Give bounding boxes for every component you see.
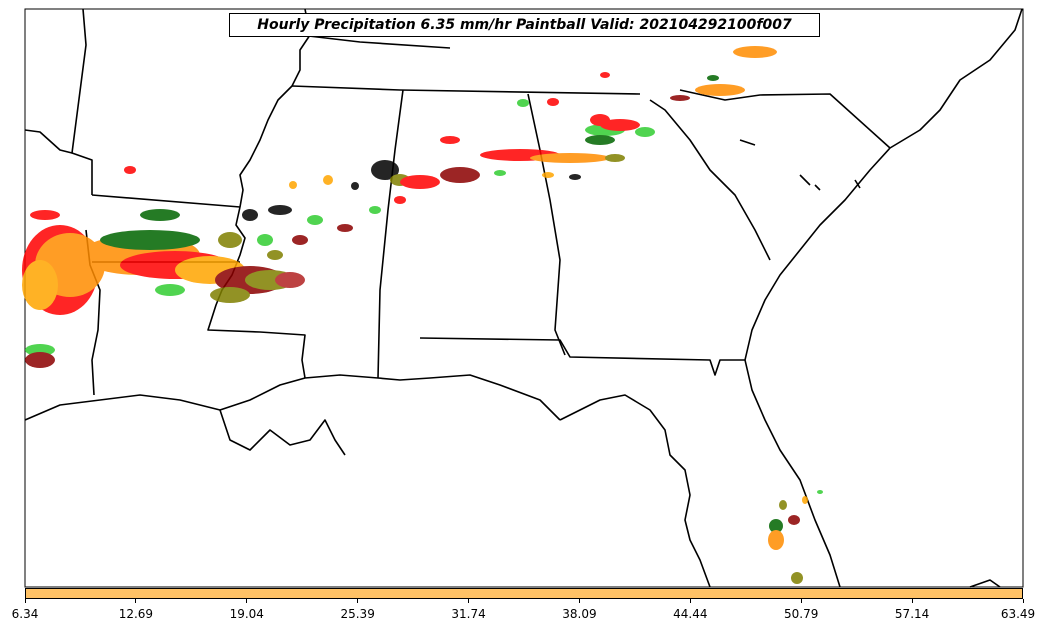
border-ar-tx (24, 129, 73, 154)
precip-blob (769, 519, 783, 533)
coast-florida-gulf (559, 394, 711, 588)
colorbar-tick (357, 599, 359, 603)
colorbar-tick-label: 6.34 (11, 607, 39, 621)
colorbar-tick (468, 599, 470, 603)
precip-blob (590, 114, 610, 126)
precip-blob (791, 572, 803, 584)
precip-blob (351, 182, 359, 190)
border-tn-north (299, 34, 451, 49)
coast-atlantic (744, 8, 1023, 588)
precip-blob (788, 515, 800, 525)
precip-blob (635, 127, 655, 137)
colorbar-tick (246, 599, 248, 603)
precip-blob (670, 95, 690, 101)
precip-blob (155, 284, 185, 296)
colorbar-tick (800, 599, 802, 603)
precip-blob (569, 174, 581, 180)
precip-blob (768, 530, 784, 550)
coast-gulf-north (24, 374, 561, 421)
precip-blob (600, 119, 640, 131)
precip-blob (695, 84, 745, 96)
precip-blob (707, 75, 719, 81)
precip-blob (394, 196, 406, 204)
precip-blob (292, 235, 308, 245)
border-mississippi-river-north (239, 8, 311, 208)
precip-blob (817, 490, 823, 494)
precip-blob (605, 154, 625, 162)
precip-band-west (22, 166, 359, 368)
colorbar-tick-label: 19.04 (229, 607, 264, 621)
coast-louisiana-delta (219, 409, 346, 456)
colorbar-tick-label: 31.74 (451, 607, 486, 621)
precip-blob (585, 135, 615, 145)
precip-blob (307, 215, 323, 225)
map-frame (24, 8, 1024, 588)
colorbar-tick-label: 38.09 (562, 607, 597, 621)
state-borders-and-coastline (24, 8, 1023, 588)
border-al-ga (527, 93, 566, 356)
precip-cluster-south-florida (768, 490, 823, 584)
border-ga-sc (649, 99, 771, 261)
precip-blob (218, 232, 242, 248)
precip-blob (369, 206, 381, 214)
precip-blob (779, 500, 787, 510)
coast-islands (739, 139, 861, 191)
precip-blob (267, 250, 283, 260)
precip-blob (600, 72, 610, 78)
precip-blob (440, 136, 460, 144)
precip-blob (25, 352, 55, 368)
precipitation-paintball-blobs (22, 46, 823, 584)
colorbar-tick-label: 50.79 (784, 607, 819, 621)
precip-blob (242, 209, 258, 221)
border-ms-al (377, 89, 404, 379)
precip-blob (140, 209, 180, 221)
precip-band-carolinas (600, 46, 777, 101)
precip-band-north-alabama-georgia (369, 98, 655, 214)
precip-blob (802, 496, 808, 504)
precip-blob (323, 175, 333, 185)
precip-blob (100, 230, 200, 250)
border-nc-sc (679, 89, 891, 149)
precip-blob (371, 160, 399, 180)
colorbar-tick (911, 599, 913, 603)
colorbar-tick-label: 44.44 (673, 607, 708, 621)
precip-blob (530, 153, 610, 163)
precip-blob (210, 287, 250, 303)
colorbar-tick (135, 599, 137, 603)
precip-blob (400, 175, 440, 189)
precip-blob (275, 272, 305, 288)
precip-blob (517, 99, 529, 107)
border-ar-north (91, 194, 241, 208)
precip-blob (337, 224, 353, 232)
colorbar-tick (578, 599, 580, 603)
precip-blob (268, 205, 292, 215)
precip-blob (547, 98, 559, 106)
colorbar-tick (689, 599, 691, 603)
map-title: Hourly Precipitation 6.35 mm/hr Paintbal… (229, 13, 820, 37)
colorbar-tick (1022, 599, 1024, 603)
border-ga-fl (419, 337, 745, 376)
colorbar (25, 588, 1023, 599)
precip-blob (25, 344, 55, 356)
border-tn-south (291, 85, 641, 95)
precip-blob (22, 260, 58, 310)
precip-blob (124, 166, 136, 174)
precip-blob (289, 181, 297, 189)
precip-blob (440, 167, 480, 183)
colorbar-tick-label: 12.69 (118, 607, 154, 621)
colorbar-tick (24, 599, 26, 603)
coast-florida-keys (969, 579, 1001, 588)
precip-blob (733, 46, 777, 58)
colorbar-tick-label: 25.39 (340, 607, 375, 621)
colorbar-tick-label: 57.14 (894, 607, 930, 621)
precip-blob (542, 172, 554, 178)
precip-blob (30, 210, 60, 220)
colorbar-tick-label: 63.49 (1000, 607, 1036, 621)
precip-blob (257, 234, 273, 246)
precip-blob (494, 170, 506, 176)
